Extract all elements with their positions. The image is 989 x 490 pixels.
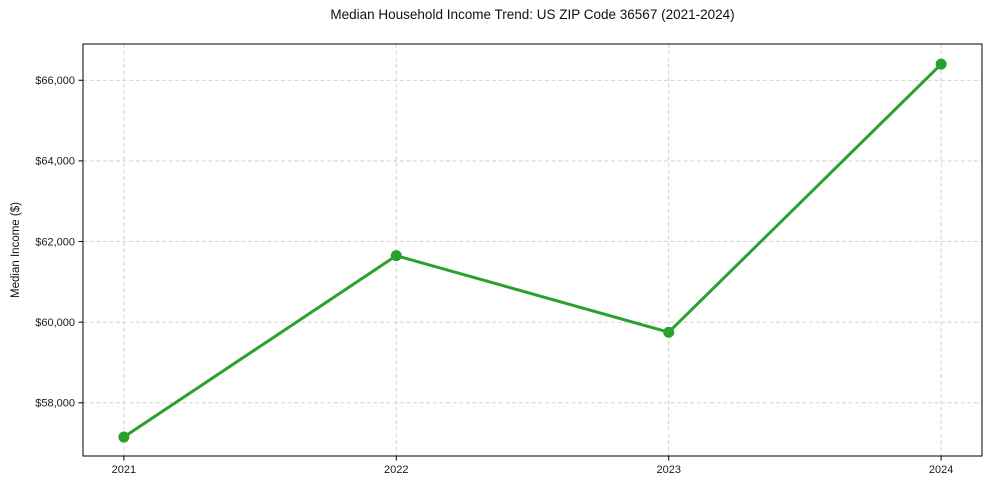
x-tick-label: 2023 xyxy=(656,464,680,476)
data-point-marker xyxy=(118,431,130,443)
chart-title: Median Household Income Trend: US ZIP Co… xyxy=(330,7,735,22)
axes-spines xyxy=(82,43,983,457)
y-tick-label: $66,000 xyxy=(35,75,75,87)
x-tick-label: 2021 xyxy=(112,464,136,476)
x-tick-label: 2022 xyxy=(384,464,408,476)
y-tick-label: $60,000 xyxy=(35,317,75,329)
x-tick-label: 2024 xyxy=(929,464,953,476)
data-point-marker xyxy=(663,326,675,338)
y-tick-label: $58,000 xyxy=(35,398,75,410)
data-point-marker xyxy=(935,58,947,70)
y-tick-label: $62,000 xyxy=(35,236,75,248)
income-trend-line xyxy=(122,62,943,439)
data-point-marker xyxy=(390,250,402,262)
y-tick-label: $64,000 xyxy=(35,156,75,168)
